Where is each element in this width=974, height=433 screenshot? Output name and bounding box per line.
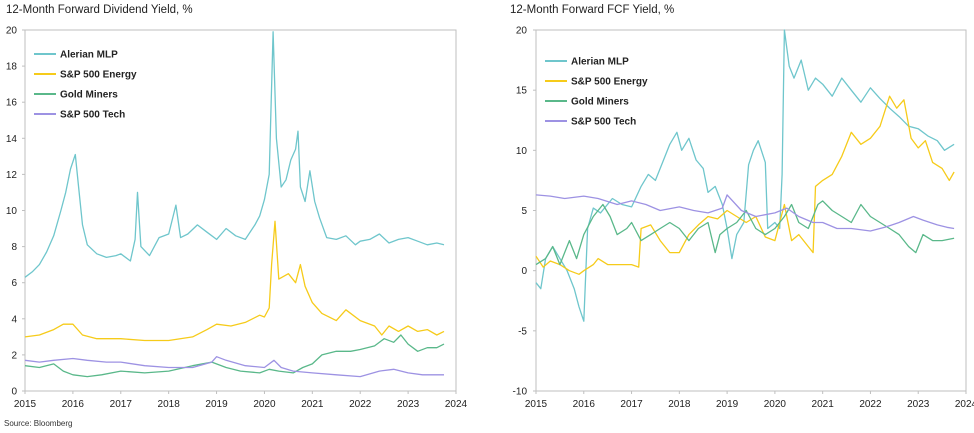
x-tick-label: 2015 xyxy=(525,399,548,410)
series-line-sp-500-energy xyxy=(24,220,445,342)
y-tick-label: 20 xyxy=(6,26,18,37)
y-tick-label: 0 xyxy=(11,387,17,398)
fcf-yield-chart: -10 -5 0 5 10 15 20 2015 2016 2017 2018 2019 2020 202… xyxy=(513,26,974,411)
series-line-gold-miners xyxy=(535,200,955,266)
series-line-alerian-mlp xyxy=(24,31,445,278)
source-note: Source: Bloomberg xyxy=(4,419,73,428)
y-tick-label: 2 xyxy=(11,350,17,361)
x-tick-label: 2016 xyxy=(62,399,85,410)
y-tick-label: 12 xyxy=(6,170,18,181)
legend-label-sp-500-energy: S&P 500 Energy xyxy=(571,77,648,88)
series-line-sp-500-tech xyxy=(535,194,955,232)
y-tick-label: -10 xyxy=(513,387,528,398)
y-tick-label: 10 xyxy=(516,146,528,157)
legend-label-gold-miners: Gold Miners xyxy=(571,97,629,108)
x-tick-label: 2021 xyxy=(812,399,835,410)
y-tick-label: -5 xyxy=(518,326,527,337)
y-tick-label: 5 xyxy=(521,206,527,217)
legend-label-sp-500-tech: S&P 500 Tech xyxy=(60,110,125,121)
y-tick-label: 14 xyxy=(6,134,18,145)
x-tick-label: 2022 xyxy=(349,399,372,410)
y-tick-label: 10 xyxy=(6,206,18,217)
y-tick-label: 4 xyxy=(11,314,17,325)
x-tick-label: 2020 xyxy=(764,399,787,410)
left-chart-title: 12-Month Forward Dividend Yield, % xyxy=(6,4,193,16)
x-tick-label: 2016 xyxy=(573,399,596,410)
x-tick-label: 2017 xyxy=(110,399,133,410)
x-tick-label: 2020 xyxy=(253,399,276,410)
y-tick-label: 0 xyxy=(521,266,527,277)
y-tick-label: 8 xyxy=(11,242,17,253)
legend-label-alerian-mlp: Alerian MLP xyxy=(60,50,118,61)
x-tick-label: 2024 xyxy=(955,399,974,410)
y-tick-label: 18 xyxy=(6,62,18,73)
legend-label-sp-500-tech: S&P 500 Tech xyxy=(571,117,636,128)
legend-label-sp-500-energy: S&P 500 Energy xyxy=(60,70,137,81)
y-tick-label: 15 xyxy=(516,86,528,97)
x-tick-label: 2023 xyxy=(397,399,420,410)
y-tick-label: 16 xyxy=(6,98,18,109)
right-chart-title: 12-Month Forward FCF Yield, % xyxy=(510,4,675,16)
series-line-sp-500-tech xyxy=(24,356,444,378)
y-tick-label: 20 xyxy=(516,26,528,37)
x-tick-label: 2018 xyxy=(668,399,691,410)
y-tick-label: 6 xyxy=(11,278,17,289)
x-tick-label: 2023 xyxy=(907,399,930,410)
x-tick-label: 2019 xyxy=(205,399,228,410)
series-line-gold-miners xyxy=(24,334,445,378)
x-tick-label: 2021 xyxy=(301,399,324,410)
x-tick-label: 2022 xyxy=(859,399,882,410)
series-line-alerian-mlp xyxy=(535,29,955,322)
legend-label-gold-miners: Gold Miners xyxy=(60,90,118,101)
x-tick-label: 2015 xyxy=(14,399,37,410)
legend-label-alerian-mlp: Alerian MLP xyxy=(571,57,629,68)
x-tick-label: 2024 xyxy=(445,399,468,410)
x-tick-label: 2019 xyxy=(716,399,739,410)
x-tick-label: 2018 xyxy=(158,399,181,410)
x-tick-label: 2017 xyxy=(620,399,643,410)
dividend-yield-chart: 0 2 4 6 8 10 12 14 16 18 20 2015 2016 2017 2018 2019 202… xyxy=(6,26,468,411)
